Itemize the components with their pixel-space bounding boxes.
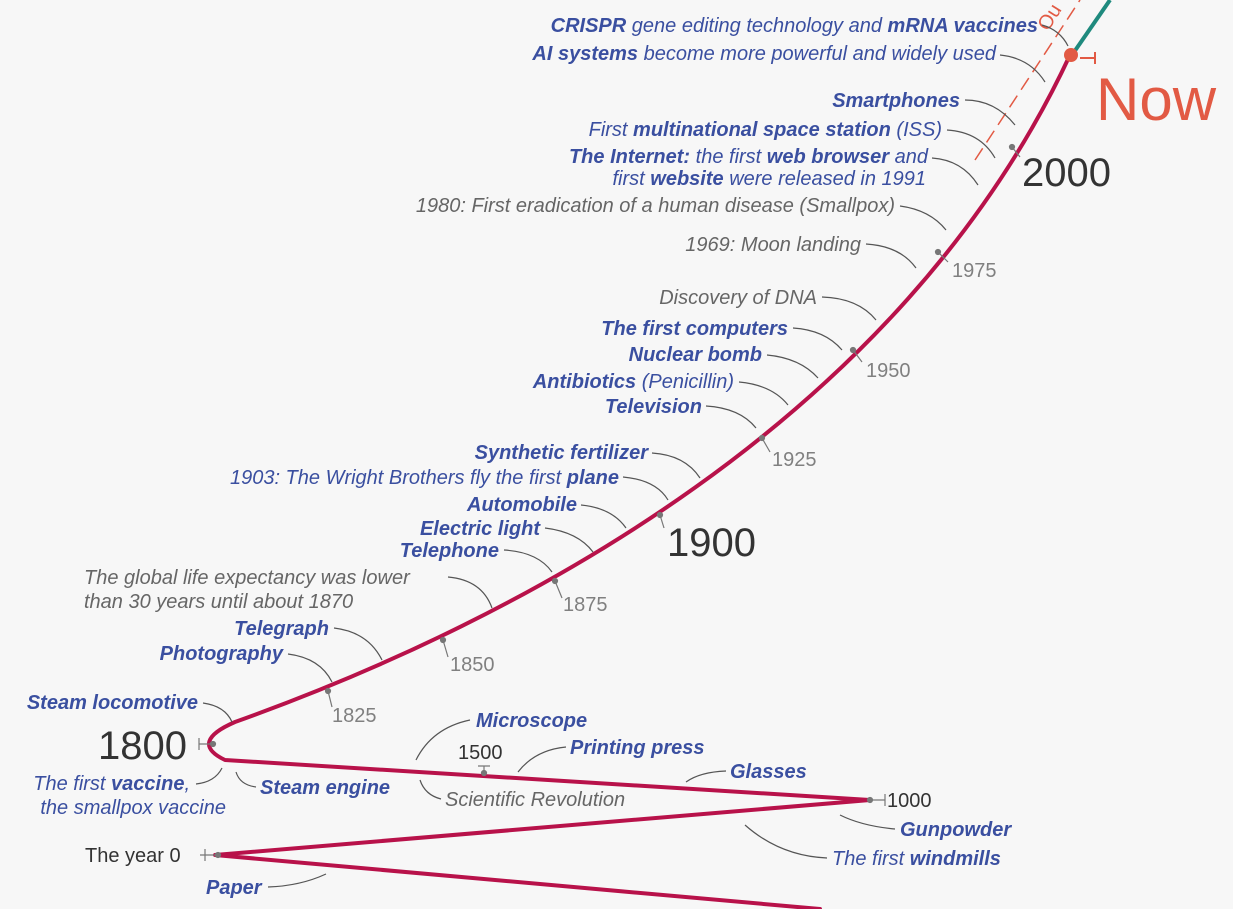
event-internet-line1: The Internet: the first web browser and: [569, 146, 929, 168]
year-label-1500: 1500: [458, 742, 503, 764]
event-vaccine-line2: the smallpox vaccine: [40, 797, 226, 819]
pointer-arrows: [195, 24, 1069, 888]
arrow-telephone: [503, 549, 553, 573]
arrow-vaccine: [195, 767, 223, 785]
event-automobile: Automobile: [466, 494, 577, 516]
event-windmills: The first windmills: [832, 848, 1001, 870]
arrow-smallpox: [899, 205, 947, 231]
year-label-1800: 1800: [98, 724, 187, 768]
arrow-smartphones: [964, 99, 1016, 126]
arrow-life-expectancy: [447, 576, 493, 609]
year-label-1900: 1900: [667, 521, 756, 565]
year-label-2000: 2000: [1022, 151, 1111, 195]
arrow-scientific-revolution: [419, 779, 442, 800]
tick-1950: [852, 349, 863, 363]
event-antibiotics: Antibiotics (Penicillin): [532, 371, 734, 393]
tick-1850: [442, 639, 449, 658]
arrow-steam-engine: [235, 771, 257, 788]
event-glasses: Glasses: [730, 761, 807, 783]
arrow-paper: [267, 873, 327, 888]
arrow-plane: [622, 476, 669, 501]
year-label-1975: 1975: [952, 260, 997, 282]
event-crispr: CRISPR gene editing technology and mRNA …: [551, 15, 1038, 37]
future-trend-line: [1070, 0, 1112, 57]
arrow-glasses: [685, 770, 727, 783]
year-label-0: The year 0: [85, 845, 181, 867]
year-label-1825: 1825: [332, 705, 377, 727]
event-smartphones: Smartphones: [832, 90, 960, 112]
event-telegraph: Telegraph: [234, 618, 329, 640]
event-paper: Paper: [206, 877, 263, 899]
event-life-expectancy-line1: The global life expectancy was lower: [84, 567, 411, 589]
outlook-dashed-line: [974, 0, 1081, 161]
arrow-fertilizer: [651, 452, 701, 479]
event-printing-press: Printing press: [570, 737, 704, 759]
arrow-steam-locomotive: [202, 702, 233, 723]
event-gunpowder: Gunpowder: [900, 819, 1012, 841]
tick-1000: [870, 794, 886, 806]
arrow-photography: [287, 653, 333, 683]
tick-1975: [937, 251, 949, 263]
now-label: Now: [1096, 66, 1217, 133]
event-internet-line2: first website were released in 1991: [613, 168, 927, 190]
tick-2000: [1011, 146, 1021, 158]
event-vaccine-line1: The first vaccine,: [33, 773, 190, 795]
event-ai: AI systems become more powerful and wide…: [531, 43, 996, 65]
tick-1900: [659, 514, 665, 529]
arrow-windmills: [744, 824, 828, 859]
event-iss: First multinational space station (ISS): [589, 119, 942, 141]
arrow-antibiotics: [738, 381, 789, 406]
tick-1875: [554, 580, 563, 599]
year-markers: [198, 143, 1021, 861]
event-moon-landing: 1969: Moon landing: [685, 234, 861, 256]
tick-1800: [198, 738, 213, 750]
tick-0: [200, 849, 215, 861]
year-label-1950: 1950: [866, 360, 911, 382]
arrow-nuclear: [766, 354, 819, 379]
event-microscope: Microscope: [476, 710, 587, 732]
arrow-computers: [792, 327, 843, 351]
event-fertilizer: Synthetic fertilizer: [475, 442, 650, 464]
year-label-1850: 1850: [450, 654, 495, 676]
arrow-microscope: [415, 719, 471, 761]
tick-1825: [327, 690, 333, 708]
event-life-expectancy-line2: than 30 years until about 1870: [84, 591, 353, 613]
now-tick: [1080, 52, 1096, 64]
event-smallpox-eradication: 1980: First eradication of a human disea…: [416, 195, 895, 217]
arrow-crispr: [1041, 24, 1069, 47]
arrow-iss: [946, 129, 996, 159]
arrow-television: [705, 405, 757, 429]
arrow-dna: [821, 296, 877, 321]
event-photography: Photography: [160, 643, 284, 665]
arrow-moon: [865, 243, 917, 269]
event-steam-locomotive: Steam locomotive: [27, 692, 198, 714]
arrow-automobile: [580, 504, 627, 529]
event-plane: 1903: The Wright Brothers fly the first …: [230, 467, 619, 489]
event-telephone: Telephone: [400, 540, 499, 562]
arrow-ai: [999, 54, 1046, 83]
event-nuclear-bomb: Nuclear bomb: [629, 344, 762, 366]
arrow-gunpowder: [839, 814, 896, 830]
year-label-1925: 1925: [772, 449, 817, 471]
event-scientific-revolution: Scientific Revolution: [445, 789, 625, 811]
now-marker-dot: [1064, 48, 1078, 62]
event-electric-light: Electric light: [420, 518, 541, 540]
event-television: Television: [605, 396, 702, 418]
year-label-1000: 1000: [887, 790, 932, 812]
arrow-electric-light: [544, 527, 594, 553]
tick-1925: [761, 437, 771, 453]
event-computers: The first computers: [601, 318, 788, 340]
event-steam-engine: Steam engine: [260, 777, 390, 799]
tick-1500: [478, 765, 490, 773]
arrow-printing-press: [517, 746, 567, 773]
arrow-internet: [931, 157, 979, 186]
year-label-1875: 1875: [563, 594, 608, 616]
history-timeline-curve: [207, 53, 1072, 909]
arrow-telegraph: [333, 627, 383, 661]
event-dna: Discovery of DNA: [659, 287, 817, 309]
tick-dot-0: [214, 851, 222, 859]
